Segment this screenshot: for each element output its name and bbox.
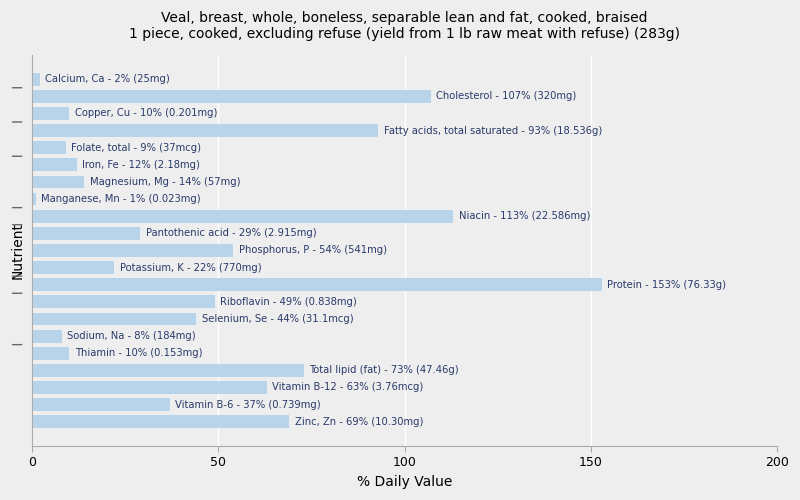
Bar [32,347,70,360]
Text: Cholesterol - 107% (320mg): Cholesterol - 107% (320mg) [436,92,577,102]
Bar [32,227,140,239]
Bar [32,192,36,205]
Bar [32,124,378,137]
Y-axis label: Nutrient: Nutrient [11,222,25,279]
Bar [32,330,62,342]
Bar [32,278,602,291]
Text: Vitamin B-12 - 63% (3.76mcg): Vitamin B-12 - 63% (3.76mcg) [272,382,423,392]
Text: Thiamin - 10% (0.153mg): Thiamin - 10% (0.153mg) [75,348,202,358]
Text: Potassium, K - 22% (770mg): Potassium, K - 22% (770mg) [119,262,262,272]
Text: Pantothenic acid - 29% (2.915mg): Pantothenic acid - 29% (2.915mg) [146,228,316,238]
Text: Phosphorus, P - 54% (541mg): Phosphorus, P - 54% (541mg) [238,246,386,256]
Text: Manganese, Mn - 1% (0.023mg): Manganese, Mn - 1% (0.023mg) [42,194,201,204]
Text: Iron, Fe - 12% (2.18mg): Iron, Fe - 12% (2.18mg) [82,160,200,170]
Bar [32,312,196,326]
Bar [32,416,289,428]
Bar [32,72,39,86]
Bar [32,364,304,377]
Title: Veal, breast, whole, boneless, separable lean and fat, cooked, braised
1 piece, : Veal, breast, whole, boneless, separable… [129,11,680,42]
Text: Copper, Cu - 10% (0.201mg): Copper, Cu - 10% (0.201mg) [75,108,218,118]
Text: Fatty acids, total saturated - 93% (18.536g): Fatty acids, total saturated - 93% (18.5… [384,126,602,136]
Bar [32,176,84,188]
Bar [32,142,66,154]
Text: Selenium, Se - 44% (31.1mcg): Selenium, Se - 44% (31.1mcg) [202,314,353,324]
Text: Folate, total - 9% (37mcg): Folate, total - 9% (37mcg) [71,142,201,152]
Bar [32,296,214,308]
Bar [32,244,233,257]
Text: Riboflavin - 49% (0.838mg): Riboflavin - 49% (0.838mg) [220,297,357,307]
Bar [32,261,114,274]
Text: Calcium, Ca - 2% (25mg): Calcium, Ca - 2% (25mg) [45,74,170,84]
Text: Magnesium, Mg - 14% (57mg): Magnesium, Mg - 14% (57mg) [90,177,240,187]
X-axis label: % Daily Value: % Daily Value [357,475,452,489]
Bar [32,158,77,171]
Text: Vitamin B-6 - 37% (0.739mg): Vitamin B-6 - 37% (0.739mg) [175,400,321,409]
Text: Total lipid (fat) - 73% (47.46g): Total lipid (fat) - 73% (47.46g) [310,366,459,376]
Text: Protein - 153% (76.33g): Protein - 153% (76.33g) [607,280,726,289]
Bar [32,398,170,411]
Bar [32,90,430,102]
Text: Niacin - 113% (22.586mg): Niacin - 113% (22.586mg) [458,211,590,221]
Bar [32,381,266,394]
Text: Zinc, Zn - 69% (10.30mg): Zinc, Zn - 69% (10.30mg) [294,416,423,426]
Bar [32,107,70,120]
Text: Sodium, Na - 8% (184mg): Sodium, Na - 8% (184mg) [67,331,196,341]
Bar [32,210,453,222]
